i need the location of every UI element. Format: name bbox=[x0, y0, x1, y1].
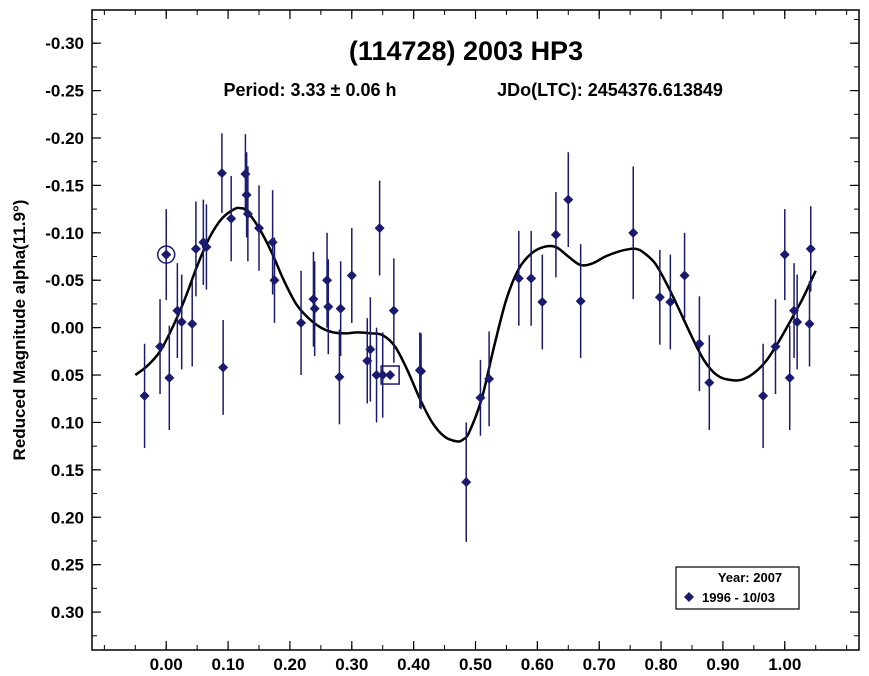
data-point bbox=[172, 305, 183, 316]
y-tick-label: 0.05 bbox=[51, 366, 84, 385]
data-point bbox=[526, 273, 537, 284]
data-point bbox=[770, 341, 781, 352]
data-point bbox=[374, 223, 385, 234]
data-point bbox=[308, 294, 319, 305]
y-axis: -0.30 -0.25 -0.20 -0.15 -0.10 -0.05 0.00 0.05 0.… bbox=[45, 18, 859, 637]
data-point bbox=[575, 296, 586, 307]
data-point bbox=[628, 227, 639, 238]
data-point bbox=[388, 305, 399, 316]
data-point bbox=[335, 303, 346, 314]
highlighted-points bbox=[156, 245, 400, 385]
data-point bbox=[537, 297, 548, 308]
y-tick-label: 0.30 bbox=[51, 603, 84, 622]
epoch-subtitle: JDo(LTC): 2454376.613849 bbox=[497, 80, 723, 100]
data-point bbox=[309, 303, 320, 314]
data-point bbox=[322, 275, 333, 286]
data-point bbox=[190, 243, 201, 254]
y-tick-label: 0.20 bbox=[51, 508, 84, 527]
x-tick-label: 0.00 bbox=[150, 655, 183, 674]
data-point bbox=[563, 194, 574, 205]
y-tick-label: 0.00 bbox=[51, 319, 84, 338]
data-point bbox=[665, 297, 676, 308]
x-tick-label: 0.60 bbox=[521, 655, 554, 674]
data-point bbox=[371, 370, 382, 381]
data-point bbox=[242, 208, 253, 219]
data-point bbox=[550, 229, 561, 240]
y-tick-label: -0.25 bbox=[45, 82, 84, 101]
data-point bbox=[187, 318, 198, 329]
data-point bbox=[694, 338, 705, 349]
data-point bbox=[365, 344, 376, 355]
y-tick-label: 0.10 bbox=[51, 413, 84, 432]
x-tick-label: 0.70 bbox=[583, 655, 616, 674]
data-point bbox=[346, 270, 357, 281]
chart-title: (114728) 2003 HP3 bbox=[349, 36, 583, 66]
x-tick-label: 1.00 bbox=[768, 655, 801, 674]
data-point bbox=[216, 168, 227, 179]
data-point bbox=[484, 373, 495, 384]
y-tick-label: 0.25 bbox=[51, 556, 84, 575]
y-tick-label: -0.30 bbox=[45, 34, 84, 53]
data-point bbox=[513, 273, 524, 284]
x-tick-label: 0.80 bbox=[645, 655, 678, 674]
data-point bbox=[269, 275, 280, 286]
legend: Year: 2007 1996 - 10/03 bbox=[675, 566, 800, 610]
data-point bbox=[804, 318, 815, 329]
data-point bbox=[461, 477, 472, 488]
data-point bbox=[139, 390, 150, 401]
y-tick-label: -0.05 bbox=[45, 271, 84, 290]
legend-entry-label: 1996 - 10/03 bbox=[702, 590, 775, 605]
x-tick-label: 0.50 bbox=[459, 655, 492, 674]
y-tick-label: -0.15 bbox=[45, 176, 84, 195]
fit-curve bbox=[134, 206, 817, 443]
legend-marker-diamond bbox=[684, 592, 694, 602]
data-point bbox=[377, 370, 388, 381]
data-point bbox=[155, 341, 166, 352]
x-tick-label: 0.90 bbox=[706, 655, 739, 674]
data-point bbox=[654, 292, 665, 303]
x-tick-label: 0.30 bbox=[335, 655, 368, 674]
data-point bbox=[240, 169, 251, 180]
highlight-square bbox=[380, 365, 400, 385]
highlight-point bbox=[161, 249, 172, 260]
y-axis-label: Reduced Magnitude alpha(11.9°) bbox=[10, 200, 29, 461]
data-point bbox=[758, 390, 769, 401]
data-point bbox=[792, 316, 803, 327]
y-tick-label: 0.15 bbox=[51, 461, 84, 480]
data-point bbox=[679, 270, 690, 281]
y-tick-label: -0.10 bbox=[45, 224, 84, 243]
data-point bbox=[704, 377, 715, 388]
data-point bbox=[254, 223, 265, 234]
data-point bbox=[323, 301, 334, 312]
data-point bbox=[218, 362, 229, 373]
x-tick-label: 0.40 bbox=[397, 655, 430, 674]
data-point bbox=[779, 249, 790, 260]
data-point bbox=[334, 371, 345, 382]
legend-header: Year: 2007 bbox=[718, 570, 782, 585]
legend-box bbox=[675, 566, 800, 610]
period-subtitle: Period: 3.33 ± 0.06 h bbox=[224, 80, 397, 100]
highlight-point bbox=[385, 370, 396, 381]
y-tick-label: -0.20 bbox=[45, 129, 84, 148]
data-point bbox=[416, 366, 427, 377]
data-point bbox=[805, 243, 816, 254]
data-point bbox=[226, 213, 237, 224]
data-points bbox=[139, 133, 816, 542]
data-point bbox=[164, 372, 175, 383]
highlight-circle bbox=[156, 245, 176, 264]
data-point bbox=[176, 316, 187, 327]
x-tick-label: 0.10 bbox=[212, 655, 245, 674]
data-point bbox=[784, 372, 795, 383]
data-point bbox=[201, 242, 212, 253]
data-point bbox=[475, 392, 486, 403]
data-point bbox=[241, 189, 252, 200]
plot-frame bbox=[91, 9, 860, 651]
data-point bbox=[296, 317, 307, 328]
x-tick-label: 0.20 bbox=[273, 655, 306, 674]
x-axis: 0.00 0.10 0.20 0.30 0.40 0.50 0.60 0.70 0.80 0.90… bbox=[103, 10, 848, 674]
